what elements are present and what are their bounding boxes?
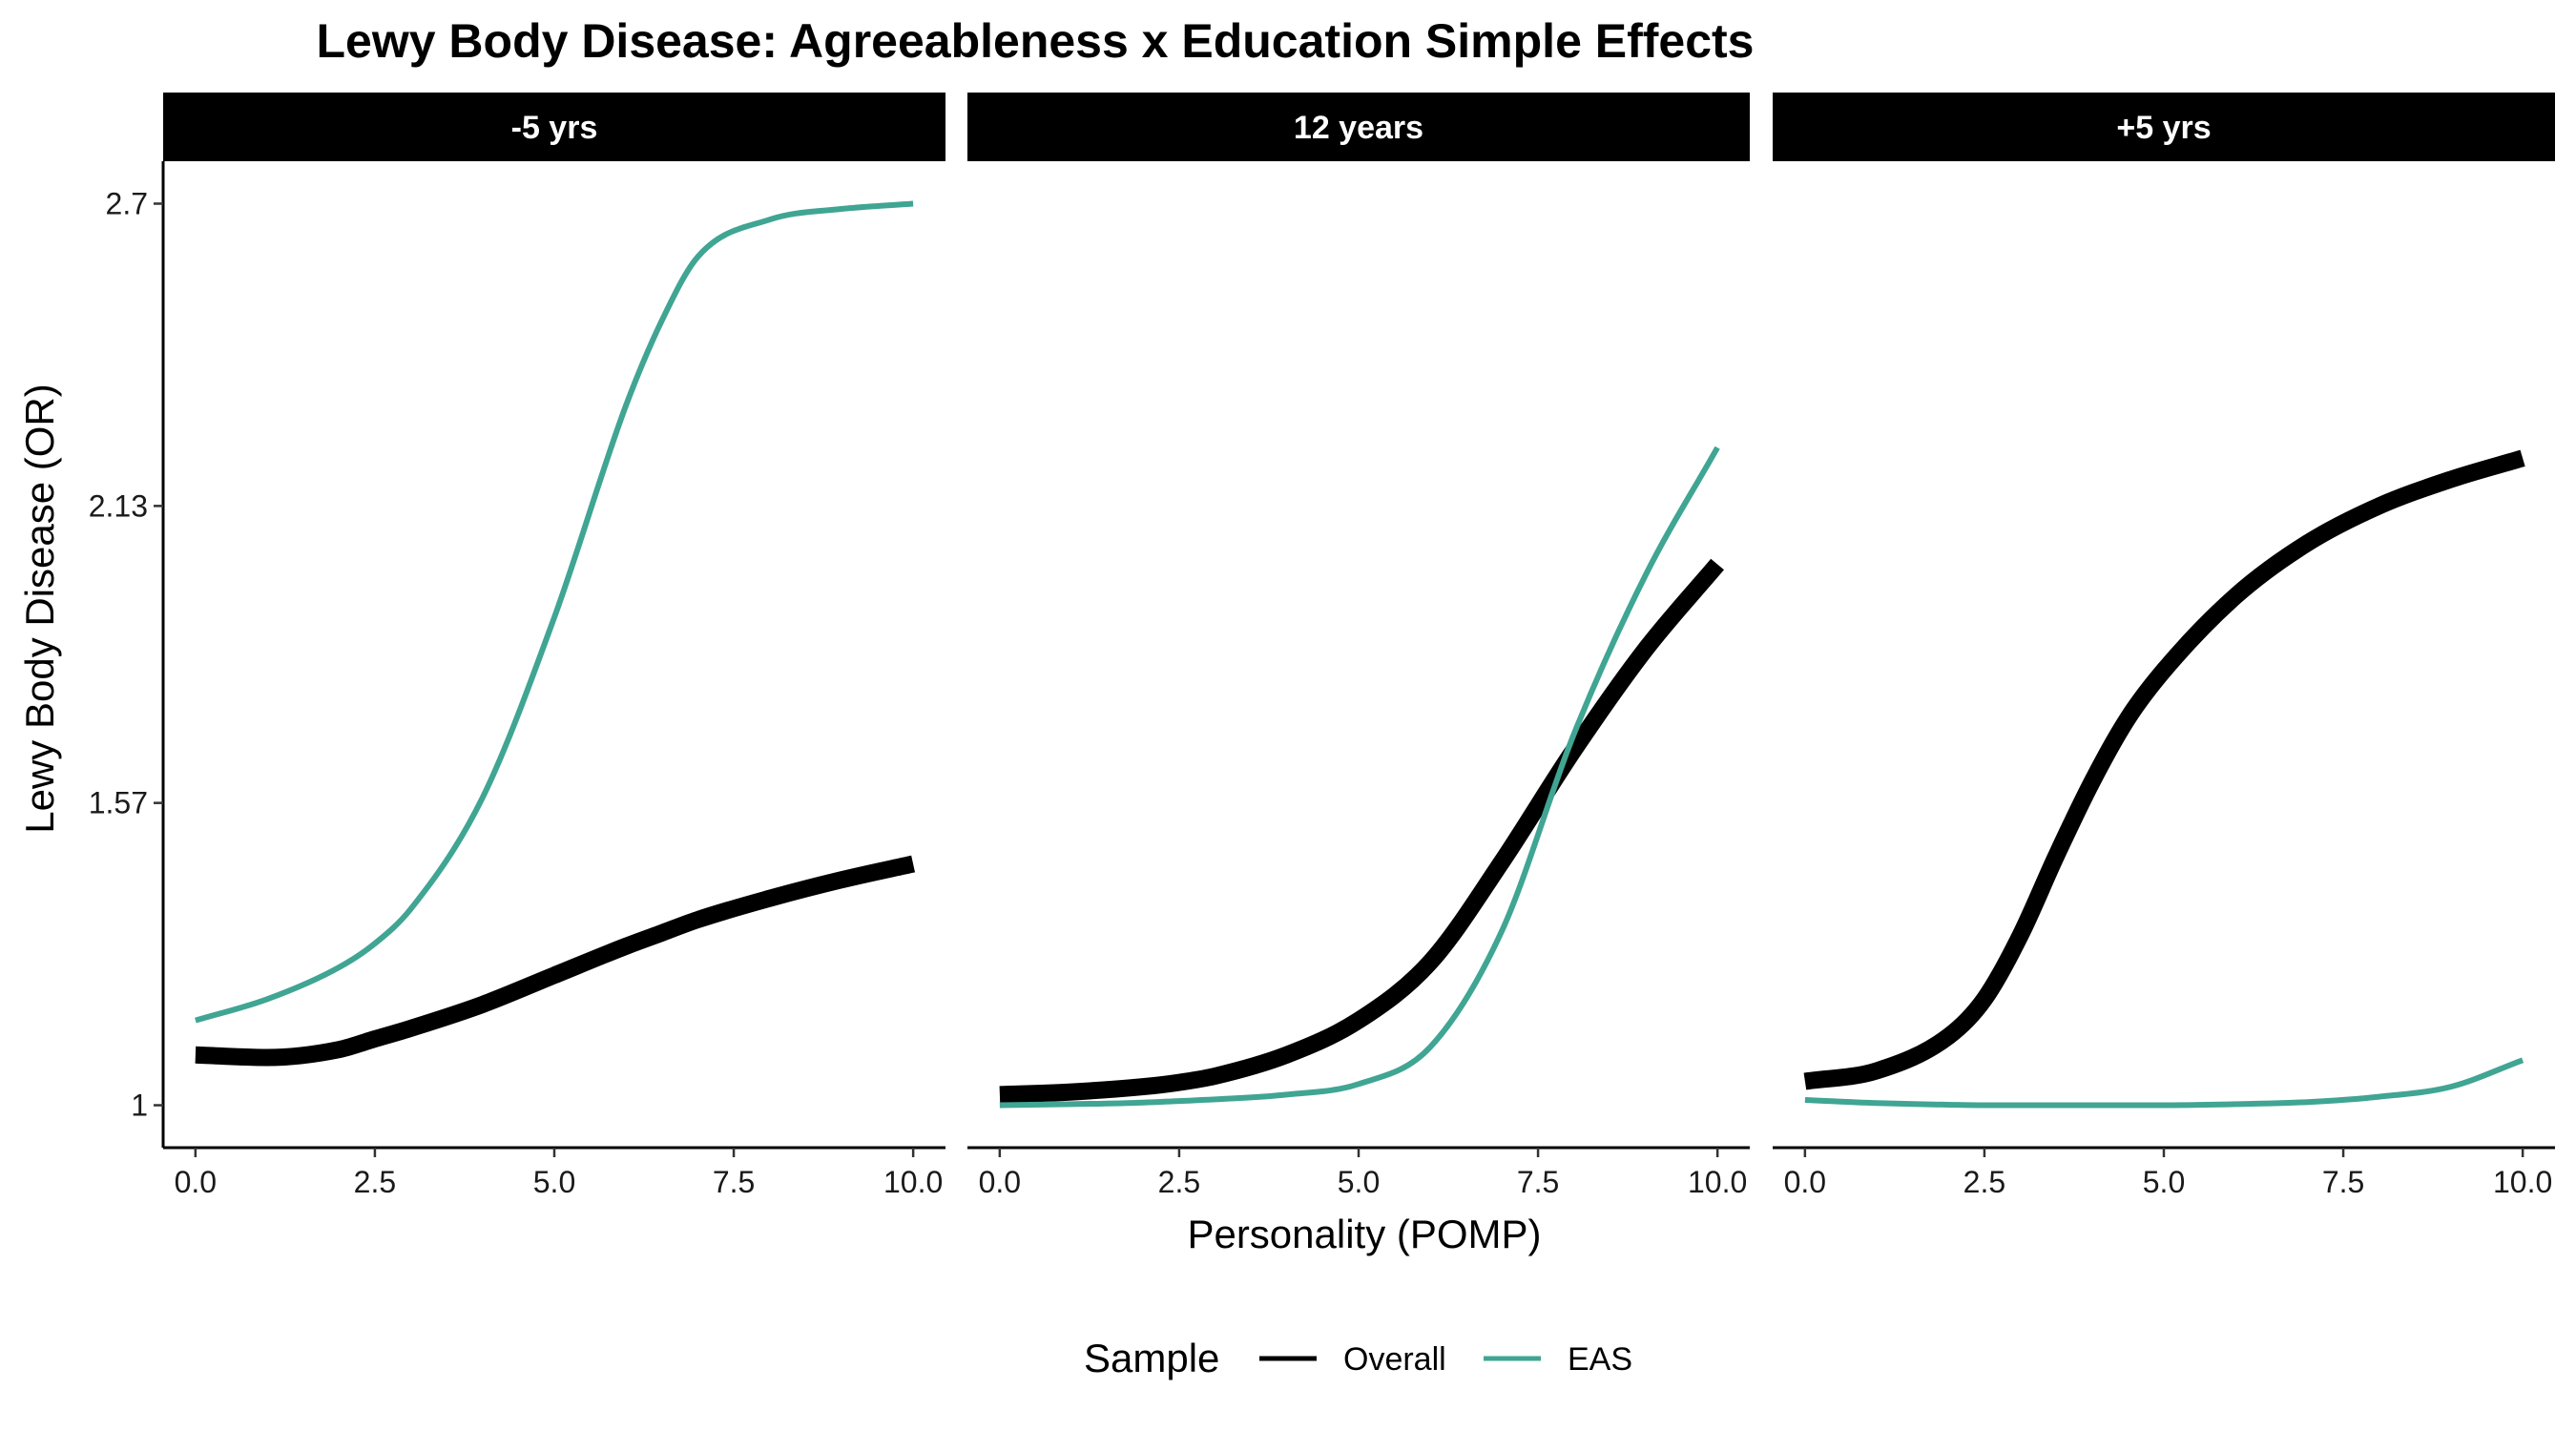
y-tick-label: 2.13 — [89, 488, 148, 523]
series-line-overall — [1803, 449, 2525, 1090]
facet-strip — [1773, 93, 2555, 161]
series-line-overall — [195, 855, 916, 1067]
y-tick-label: 1.57 — [89, 786, 148, 820]
facet-panel: 12 years 0.0 2.5 5.0 7.5 10.0 — [967, 93, 1750, 1199]
facet-panel: -5 yrs 0.0 2.5 5.0 7.5 10.0 1 1.57 2.13 2.7 — [89, 93, 945, 1199]
x-tick-label: 0.0 — [979, 1165, 1021, 1199]
x-tick-label: 0.0 — [1784, 1165, 1826, 1199]
series-line-eas — [195, 200, 914, 1024]
x-tick-label: 2.5 — [1158, 1165, 1200, 1199]
x-tick-label: 5.0 — [1338, 1165, 1380, 1199]
x-tick-label: 7.5 — [2322, 1165, 2364, 1199]
facet-strip — [967, 93, 1750, 161]
facet-panel: +5 yrs 0.0 2.5 5.0 7.5 10.0 — [1773, 93, 2555, 1199]
x-tick-label: 7.5 — [1517, 1165, 1559, 1199]
series-line-overall — [999, 558, 1724, 1104]
x-tick-label: 2.5 — [354, 1165, 396, 1199]
facet-panels: -5 yrs 0.0 2.5 5.0 7.5 10.0 1 1.57 2.13 2.7 12 yea… — [89, 93, 2555, 1199]
legend-title: Sample — [1084, 1336, 1219, 1380]
x-tick-label: 7.5 — [713, 1165, 755, 1199]
facet-strip-label: -5 yrs — [511, 110, 598, 146]
chart-title: Lewy Body Disease: Agreeableness x Educa… — [316, 14, 1754, 68]
x-tick-label: 0.0 — [175, 1165, 217, 1199]
y-axis-title: Lewy Body Disease (OR) — [17, 384, 62, 834]
legend: Sample Overall EAS — [1084, 1336, 1632, 1380]
facet-strip — [163, 93, 945, 161]
series-line-eas — [1804, 1057, 2524, 1109]
x-tick-label: 10.0 — [2493, 1165, 2552, 1199]
y-tick-label: 2.7 — [106, 186, 148, 220]
x-tick-label: 5.0 — [2143, 1165, 2185, 1199]
series-line-eas — [999, 446, 1720, 1109]
x-tick-label: 5.0 — [533, 1165, 575, 1199]
legend-label-eas: EAS — [1568, 1341, 1632, 1378]
legend-label-overall: Overall — [1343, 1341, 1446, 1378]
x-tick-label: 2.5 — [1963, 1165, 2005, 1199]
facet-strip-label: +5 yrs — [2116, 110, 2211, 146]
x-tick-label: 10.0 — [1688, 1165, 1747, 1199]
facet-strip-label: 12 years — [1294, 110, 1423, 146]
x-axis-title: Personality (POMP) — [1187, 1212, 1541, 1256]
y-tick-label: 1 — [131, 1089, 148, 1123]
x-tick-label: 10.0 — [883, 1165, 943, 1199]
